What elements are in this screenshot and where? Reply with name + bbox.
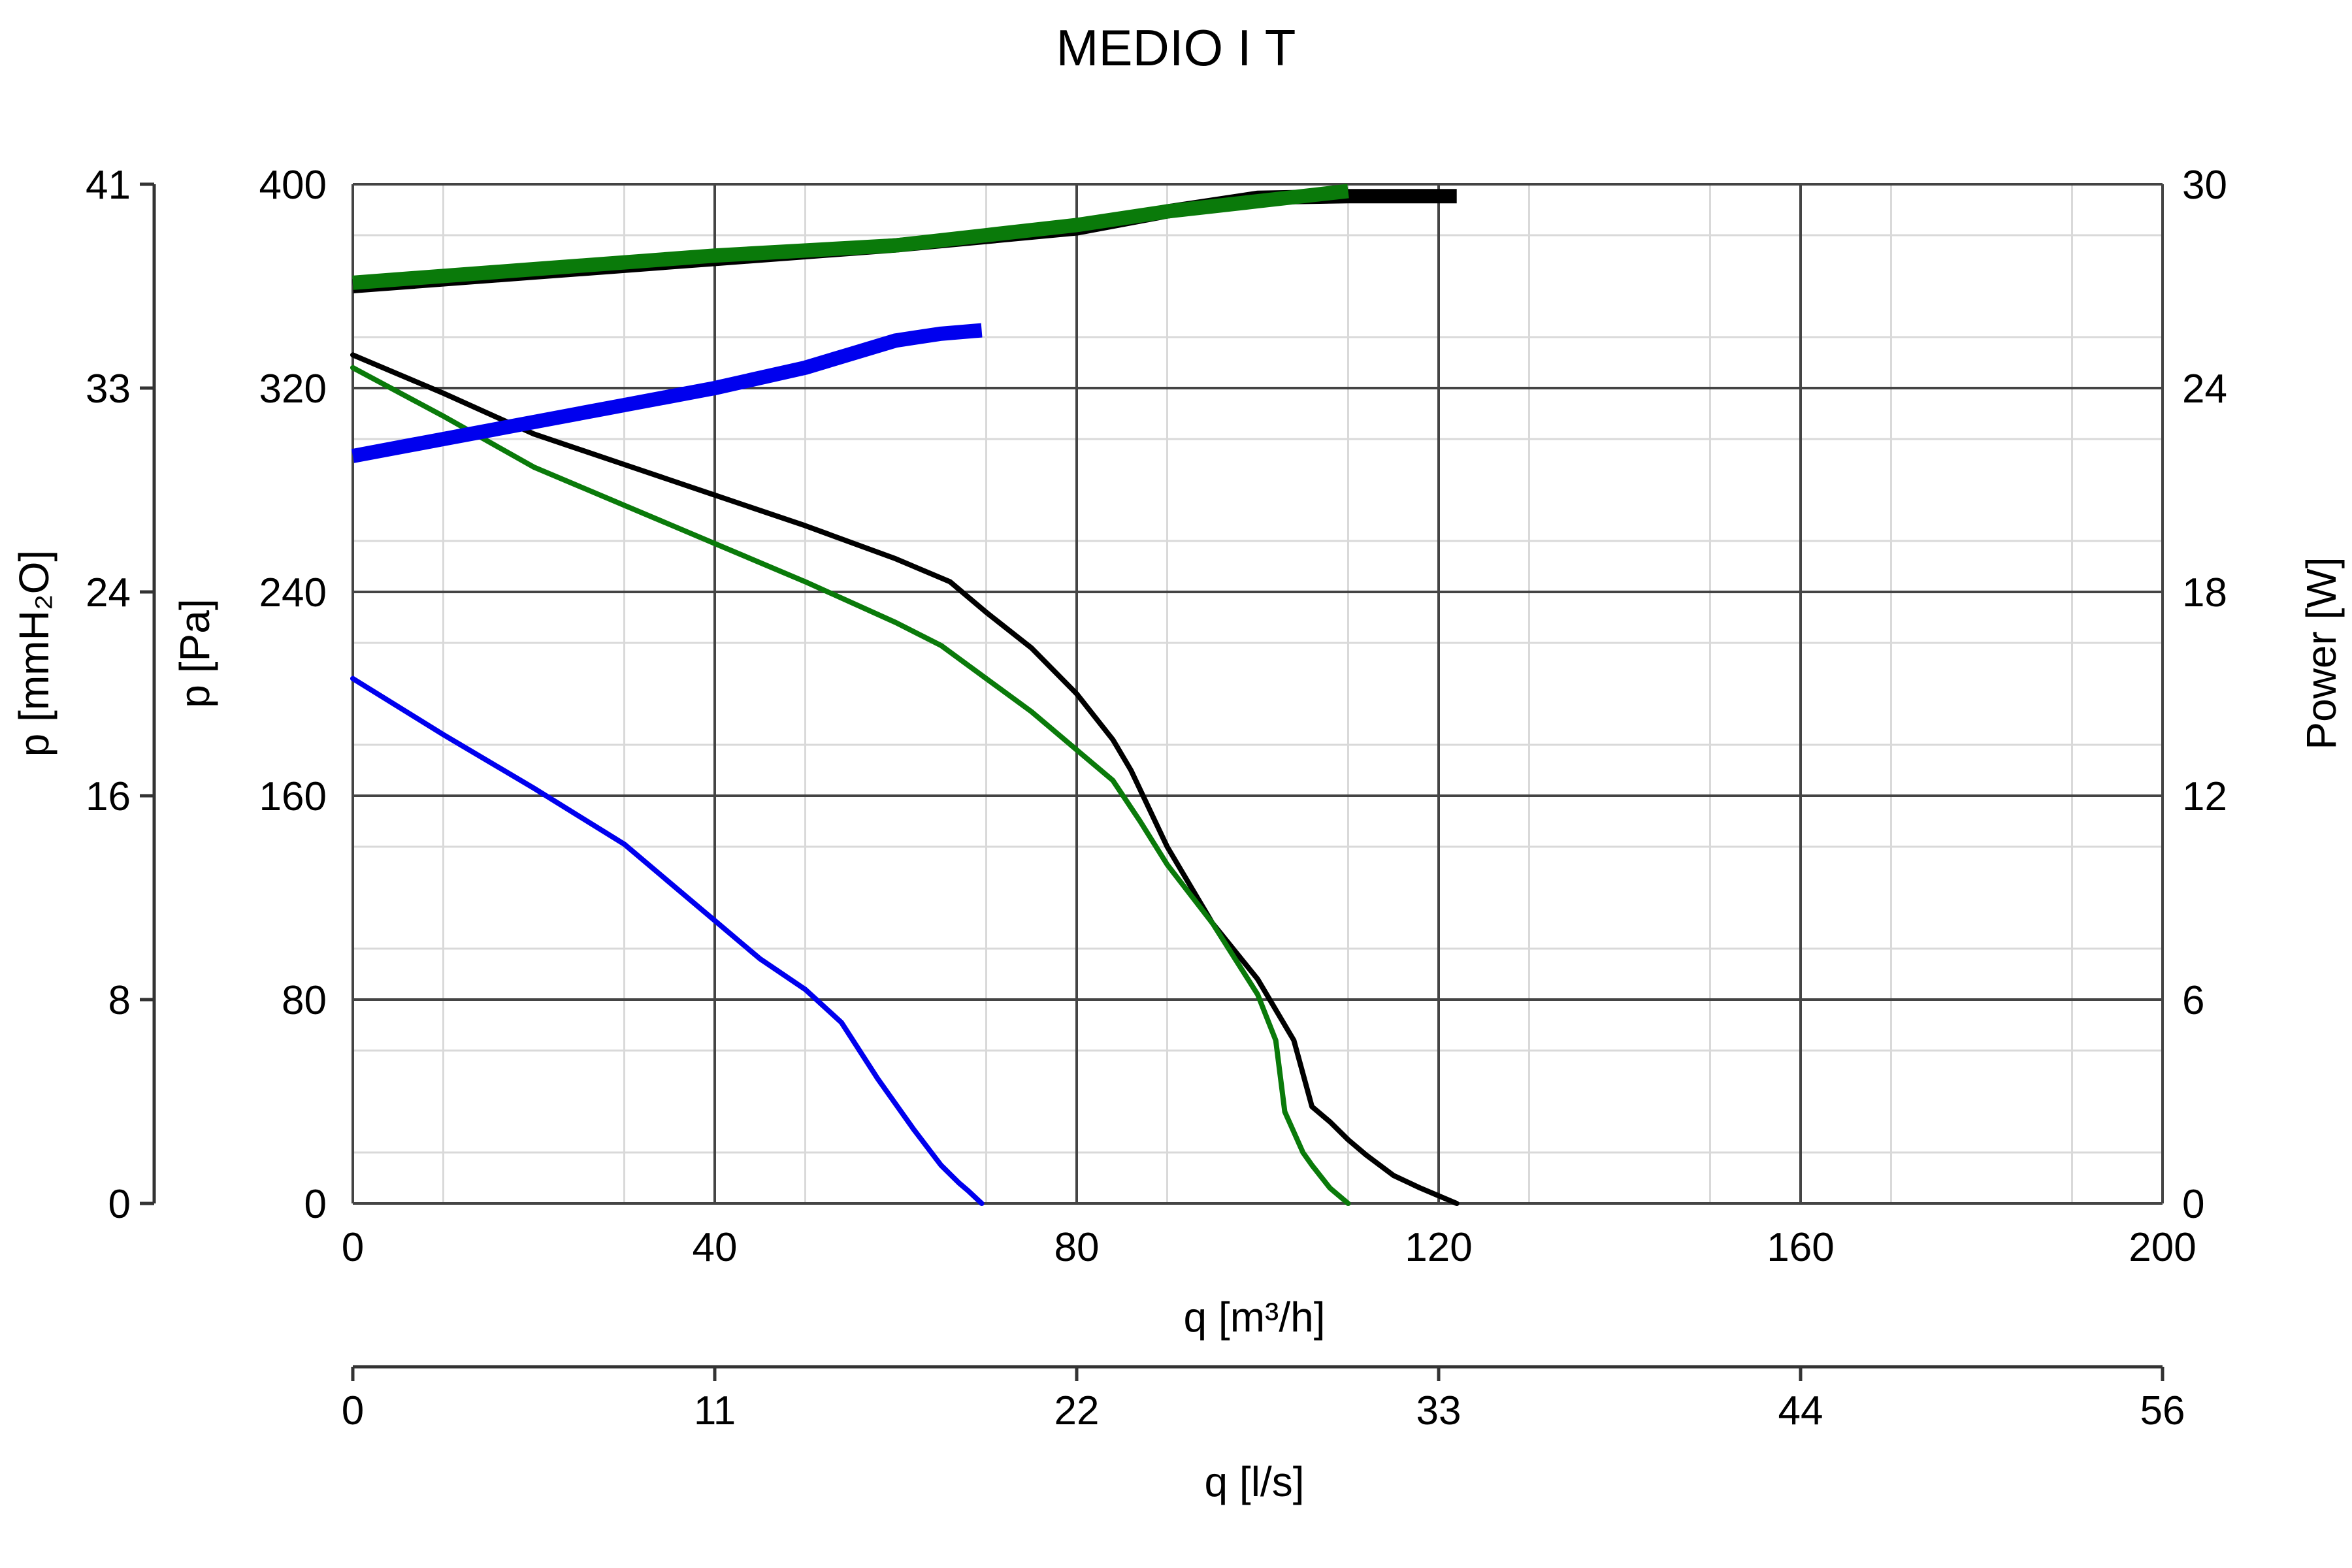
x2-axis-label: q [l/s]: [1205, 1458, 1305, 1505]
x-tick-label: 40: [693, 1225, 738, 1270]
y-tick-label-mmh2o: 41: [86, 163, 131, 208]
y-tick-label-power: 0: [2182, 1182, 2204, 1227]
y-tick-label-mmh2o: 8: [108, 978, 131, 1023]
y-tick-label-mmh2o: 33: [86, 367, 131, 412]
x-tick-label: 80: [1054, 1225, 1100, 1270]
y-tick-label-power: 6: [2182, 978, 2204, 1023]
x-axis-label: q [m³/h]: [1184, 1294, 1326, 1341]
x-tick-label: 160: [1767, 1225, 1834, 1270]
y-axis-label-power: Power [W]: [2298, 557, 2345, 749]
y-tick-label-power: 18: [2182, 570, 2227, 615]
x2-tick-label: 33: [1416, 1388, 1462, 1433]
y-tick-label-pa: 80: [282, 978, 327, 1023]
y-axis-label-pa: p [Pa]: [171, 598, 218, 708]
series-layer: [350, 184, 1460, 1206]
y-tick-label-power: 30: [2182, 163, 2227, 208]
x-tick-label: 200: [2129, 1225, 2196, 1270]
pressure-curve-2: [350, 676, 985, 1206]
y-tick-label-pa: 160: [259, 774, 327, 819]
x2-tick-label: 11: [694, 1388, 736, 1433]
x2-tick-label: 0: [342, 1388, 364, 1433]
y-tick-label-pa: 400: [259, 163, 327, 208]
minor-gridlines: [353, 184, 2163, 1203]
y-tick-label-pa: 240: [259, 570, 327, 615]
pressure-curve-0: [350, 352, 1460, 1206]
y-tick-label-power: 12: [2182, 774, 2227, 819]
y-tick-label-pa: 0: [304, 1182, 327, 1227]
chart-title: MEDIO I T: [1056, 19, 1296, 76]
x2-tick-label: 56: [2140, 1388, 2185, 1433]
y-tick-label-power: 24: [2182, 367, 2227, 412]
y-tick-label-mmh2o: 24: [86, 570, 131, 615]
x2-tick-label: 22: [1054, 1388, 1100, 1433]
y-tick-label-mmh2o: 0: [108, 1182, 131, 1227]
power-curve-4: [352, 184, 1349, 290]
y-axis-label-mmh2o: p [mmH₂O]: [10, 550, 57, 757]
x-tick-label: 120: [1405, 1225, 1472, 1270]
y-tick-label-pa: 320: [259, 367, 327, 412]
x2-tick-label: 44: [1778, 1388, 1823, 1433]
axes-layer: [140, 182, 2164, 1381]
pressure-curve-1: [350, 365, 1351, 1206]
power-curve-5: [351, 323, 983, 463]
y-tick-label-mmh2o: 16: [86, 774, 131, 819]
x-tick-label: 0: [342, 1225, 364, 1270]
